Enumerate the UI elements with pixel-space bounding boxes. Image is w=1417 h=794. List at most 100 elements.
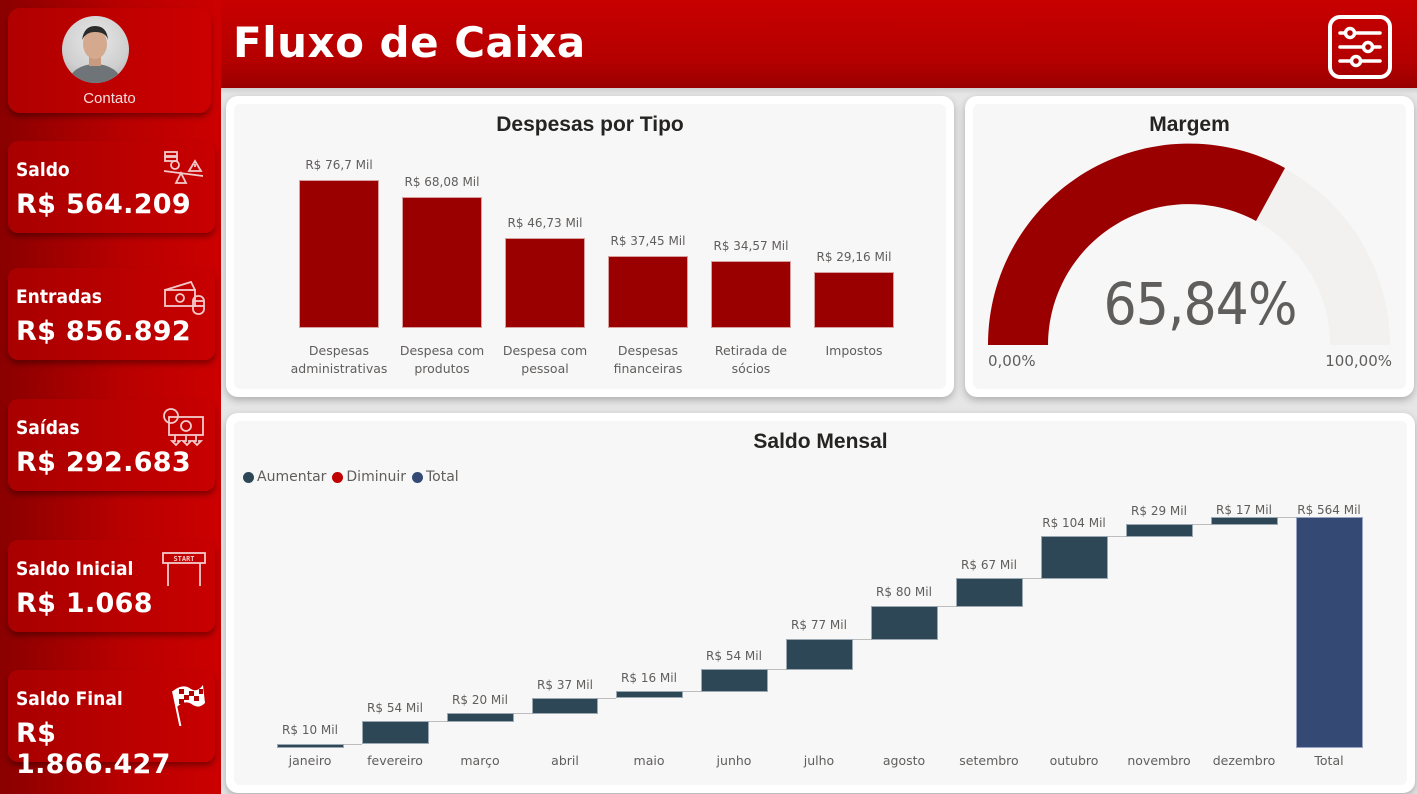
legend-dot-icon bbox=[243, 471, 254, 483]
legend-item-diminuir[interactable]: Diminuir bbox=[332, 469, 406, 485]
category-label: Retirada de sócios bbox=[714, 343, 788, 376]
bar-value-label: R$ 76,7 Mil bbox=[305, 158, 373, 172]
waterfall-value-label: R$ 77 Mil bbox=[791, 618, 847, 632]
kpi-card-entradas: Entradas R$ 856.892 bbox=[8, 268, 215, 360]
header-divider bbox=[221, 88, 1417, 94]
bar-despesa-produtos[interactable] bbox=[402, 197, 482, 328]
page-title: Fluxo de Caixa bbox=[233, 18, 586, 67]
waterfall-value-label: R$ 10 Mil bbox=[282, 723, 338, 737]
svg-text:START: START bbox=[173, 555, 194, 563]
bar-despesas-administrativas[interactable] bbox=[299, 180, 379, 328]
waterfall-category-label: março bbox=[460, 753, 500, 768]
waterfall-bar-dezembro[interactable] bbox=[1211, 517, 1278, 525]
waterfall-bar-setembro[interactable] bbox=[956, 578, 1023, 607]
bar-value-label: R$ 29,16 Mil bbox=[816, 250, 892, 264]
waterfall-bar-maio[interactable] bbox=[616, 691, 683, 698]
kpi-label: Saldo Inicial bbox=[16, 558, 134, 580]
kpi-value: R$ 1.068 bbox=[16, 588, 153, 619]
waterfall-bar-marco[interactable] bbox=[447, 713, 514, 722]
waterfall-value-label: R$ 564 Mil bbox=[1297, 503, 1361, 517]
waterfall-bar-agosto[interactable] bbox=[871, 606, 938, 640]
kpi-label: Saldo bbox=[16, 159, 70, 181]
waterfall-category-label: setembro bbox=[959, 753, 1019, 768]
waterfall-bar-novembro[interactable] bbox=[1126, 524, 1193, 537]
sliders-icon bbox=[1338, 26, 1382, 68]
avatar bbox=[62, 16, 129, 83]
waterfall-value-label: R$ 20 Mil bbox=[452, 693, 508, 707]
waterfall-category-label: maio bbox=[633, 753, 665, 768]
waterfall-category-label: dezembro bbox=[1212, 753, 1276, 768]
bar-value-label: R$ 34,57 Mil bbox=[713, 239, 789, 253]
gauge-chart[interactable] bbox=[965, 96, 1414, 397]
kpi-card-saldo: Saldo R$ 564.209 bbox=[8, 141, 215, 233]
waterfall-value-label: R$ 67 Mil bbox=[961, 558, 1017, 572]
bar-value-label: R$ 46,73 Mil bbox=[507, 216, 583, 230]
kpi-value: R$ 292.683 bbox=[16, 447, 191, 478]
kpi-value: R$ 856.892 bbox=[16, 316, 191, 347]
legend-dot-icon bbox=[332, 471, 344, 483]
waterfall-category-label: julho bbox=[803, 753, 835, 768]
money-out-icon bbox=[163, 408, 204, 447]
saldo-mensal-title: Saldo Mensal bbox=[753, 430, 888, 453]
gauge-max-label: 100,00% bbox=[1325, 352, 1392, 370]
bar-value-label: R$ 68,08 Mil bbox=[404, 175, 480, 189]
kpi-card-saldo-inicial: Saldo Inicial R$ 1.068 START bbox=[8, 540, 215, 632]
despesas-panel: Despesas por Tipo bbox=[226, 96, 954, 397]
waterfall-category-label: fevereiro bbox=[367, 753, 423, 768]
sidebar bbox=[0, 0, 221, 794]
kpi-label: Saídas bbox=[16, 417, 80, 439]
category-label: Despesa com pessoal bbox=[502, 343, 588, 376]
waterfall-bar-janeiro[interactable] bbox=[277, 744, 344, 748]
bar-despesa-pessoal[interactable] bbox=[505, 238, 585, 328]
category-label: Despesas financeiras bbox=[613, 343, 683, 376]
despesas-title: Despesas por Tipo bbox=[496, 113, 684, 136]
waterfall-value-label: R$ 104 Mil bbox=[1042, 516, 1106, 530]
waterfall-value-label: R$ 54 Mil bbox=[706, 649, 762, 663]
category-label: Despesa com produtos bbox=[399, 343, 485, 376]
header-bar bbox=[221, 0, 1417, 88]
waterfall-category-label: janeiro bbox=[288, 753, 332, 768]
waterfall-value-label: R$ 29 Mil bbox=[1131, 504, 1187, 518]
waterfall-bar-total[interactable] bbox=[1296, 517, 1363, 748]
waterfall-bar-junho[interactable] bbox=[701, 669, 768, 692]
waterfall-category-label: novembro bbox=[1127, 753, 1191, 768]
chart-legend: Aumentar Diminuir Total bbox=[243, 469, 459, 485]
kpi-label: Entradas bbox=[16, 286, 102, 308]
legend-item-aumentar[interactable]: Aumentar bbox=[243, 469, 326, 485]
waterfall-category-label: Total bbox=[1314, 753, 1344, 768]
legend-item-total[interactable]: Total bbox=[412, 469, 459, 485]
kpi-label: Saldo Final bbox=[16, 688, 123, 710]
contact-card[interactable]: Contato bbox=[8, 8, 211, 113]
gauge-min-label: 0,00% bbox=[988, 352, 1036, 370]
balance-scale-coins-icon bbox=[163, 151, 204, 184]
waterfall-value-label: R$ 37 Mil bbox=[537, 678, 593, 692]
cash-coins-icon bbox=[164, 280, 205, 315]
waterfall-value-label: R$ 54 Mil bbox=[367, 701, 423, 715]
waterfall-category-label: abril bbox=[551, 753, 579, 768]
bar-retirada-socios[interactable] bbox=[711, 261, 791, 328]
waterfall-category-label: agosto bbox=[882, 753, 926, 768]
bar-value-label: R$ 37,45 Mil bbox=[610, 234, 686, 248]
legend-dot-icon bbox=[412, 471, 423, 483]
waterfall-bar-outubro[interactable] bbox=[1041, 536, 1108, 579]
bar-impostos[interactable] bbox=[814, 272, 894, 328]
margem-title: Margem bbox=[1149, 113, 1230, 136]
start-banner-icon: START bbox=[162, 552, 206, 586]
waterfall-category-label: junho bbox=[716, 753, 752, 768]
category-label: Impostos bbox=[825, 343, 883, 358]
waterfall-category-label: outubro bbox=[1049, 753, 1099, 768]
bar-despesas-financeiras[interactable] bbox=[608, 256, 688, 328]
filters-button[interactable] bbox=[1328, 15, 1392, 79]
waterfall-bar-julho[interactable] bbox=[786, 639, 853, 670]
gauge-fill bbox=[987, 143, 1285, 345]
waterfall-bar-fevereiro[interactable] bbox=[362, 721, 429, 744]
waterfall-value-label: R$ 16 Mil bbox=[621, 671, 677, 685]
kpi-card-saldo-final: Saldo Final R$ 1.866.427 bbox=[8, 670, 215, 780]
checkered-flag-icon bbox=[172, 685, 205, 726]
kpi-card-saidas: Saídas R$ 292.683 bbox=[8, 399, 215, 491]
category-label: Despesas administrativas bbox=[290, 343, 388, 376]
waterfall-bar-abril[interactable] bbox=[532, 698, 598, 714]
contact-label: Contato bbox=[83, 90, 136, 107]
gauge-value: 65,84% bbox=[1103, 270, 1298, 338]
waterfall-value-label: R$ 17 Mil bbox=[1216, 503, 1272, 517]
